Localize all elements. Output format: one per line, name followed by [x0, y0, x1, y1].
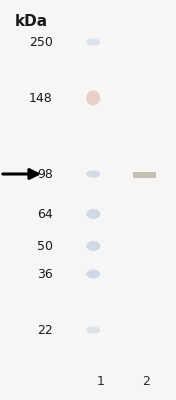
Ellipse shape	[86, 38, 100, 46]
Text: 148: 148	[29, 92, 53, 104]
Bar	[133, 172, 156, 178]
Ellipse shape	[86, 209, 100, 219]
Text: 2: 2	[142, 375, 150, 388]
Text: 22: 22	[37, 324, 53, 336]
Ellipse shape	[86, 90, 100, 106]
Text: 36: 36	[37, 268, 53, 280]
Ellipse shape	[86, 270, 100, 278]
Text: 1: 1	[96, 375, 104, 388]
Text: 50: 50	[37, 240, 53, 252]
Ellipse shape	[86, 170, 100, 178]
Text: kDa: kDa	[15, 14, 48, 29]
Text: 64: 64	[37, 208, 53, 220]
Text: 250: 250	[29, 36, 53, 48]
Text: 98: 98	[37, 168, 53, 180]
Ellipse shape	[86, 241, 100, 251]
Ellipse shape	[86, 326, 100, 334]
